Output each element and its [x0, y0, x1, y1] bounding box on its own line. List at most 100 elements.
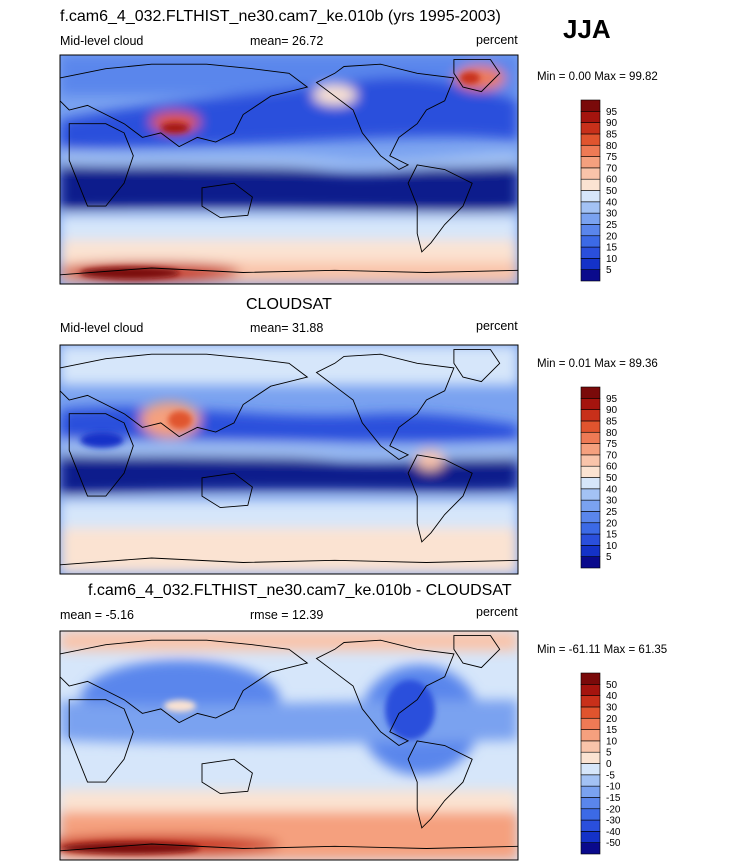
colorbar-tick-label: 20 [606, 231, 618, 242]
colorbar-tick-label: 10 [606, 541, 618, 552]
coastline [59, 63, 309, 148]
colorbar-tick-label: 50 [606, 680, 618, 691]
colorbar-tick-label: 80 [606, 428, 618, 439]
colorbar-tick-label: 95 [606, 107, 618, 118]
coastline [59, 557, 519, 566]
colorbar-swatch [580, 178, 601, 191]
colorbar-swatch [580, 488, 601, 501]
coastline [315, 353, 455, 461]
panel-2-units-label: percent [476, 319, 518, 333]
colorbar-tick-label: 75 [606, 152, 618, 163]
panel-1-mean-label: mean= 26.72 [250, 34, 324, 48]
colorbar-tick-label: 75 [606, 439, 618, 450]
coastline [201, 182, 253, 219]
colorbar-swatch [580, 465, 601, 478]
panel-2-coastlines [59, 349, 519, 566]
panel-1-coastlines [59, 59, 519, 276]
colorbar-tick-label: 50 [606, 473, 618, 484]
colorbar-tick-label: 15 [606, 725, 618, 736]
colorbar-swatch [580, 533, 601, 546]
colorbar-swatch [580, 224, 601, 237]
colorbar-tick-label: 30 [606, 496, 618, 507]
coastline [68, 699, 134, 783]
colorbar-tick-label: 15 [606, 243, 618, 254]
panel-2-map [60, 345, 518, 574]
colorbar-tick-label: 25 [606, 220, 618, 231]
colorbar-swatch [580, 246, 601, 259]
panel-3-coastlines [59, 635, 519, 852]
colorbar-swatch [580, 695, 601, 708]
colorbar-swatch [580, 740, 601, 753]
colorbar-tick-label: -15 [606, 793, 621, 804]
colorbar-tick-label: 70 [606, 163, 618, 174]
colorbar-swatch [580, 133, 601, 146]
season-label: JJA [563, 14, 611, 44]
colorbar-swatch [580, 797, 601, 810]
panel-3-frame [59, 630, 519, 861]
colorbar-tick-label: 30 [606, 702, 618, 713]
panel-3-units-label: percent [476, 605, 518, 619]
colorbar-swatch [580, 774, 601, 787]
colorbar-tick-label: 50 [606, 186, 618, 197]
colorbar-tick-label: 60 [606, 462, 618, 473]
panel-2-mean-label: mean= 31.88 [250, 321, 324, 335]
coastline [407, 164, 473, 253]
colorbar-tick-label: -40 [606, 827, 621, 838]
colorbar-tick-label: 90 [606, 405, 618, 416]
coastline [59, 353, 309, 438]
coastline [201, 472, 253, 509]
colorbar-swatch [580, 190, 601, 203]
panel-2-variable-label: Mid-level cloud [60, 321, 144, 335]
panel-1-minmax-label: Min = 0.00 Max = 99.82 [537, 71, 658, 83]
colorbar-tick-label: -10 [606, 782, 621, 793]
colorbar-swatch [580, 785, 601, 798]
panel-1-title: f.cam6_4_032.FLTHIST_ne30.cam7_ke.010b (… [60, 8, 501, 25]
panel-2-frame [59, 344, 519, 575]
colorbar-tick-label: 90 [606, 118, 618, 129]
colorbar-tick-label: 40 [606, 197, 618, 208]
panel-1-frame [59, 54, 519, 285]
colorbar-tick-label: 20 [606, 518, 618, 529]
colorbar-swatch [580, 156, 601, 169]
colorbar-swatch [580, 522, 601, 535]
colorbar-swatch [580, 235, 601, 248]
coastline [453, 59, 501, 93]
colorbar-swatch [580, 431, 601, 444]
colorbar-swatch [580, 717, 601, 730]
coastline [407, 454, 473, 543]
coastline [201, 758, 253, 795]
coastline [59, 639, 309, 724]
colorbar-tick-label: -30 [606, 816, 621, 827]
coastline [59, 267, 519, 276]
colorbar-tick-label: 60 [606, 175, 618, 186]
colorbar-swatch [580, 386, 601, 399]
colorbar-swatch [580, 454, 601, 467]
colorbar-swatch [580, 201, 601, 214]
coastline [315, 639, 455, 747]
panel-1-variable-label: Mid-level cloud [60, 34, 144, 48]
panel-1-map [60, 55, 518, 284]
coastline [453, 349, 501, 383]
panel-3-title: f.cam6_4_032.FLTHIST_ne30.cam7_ke.010b -… [88, 582, 512, 599]
colorbar-swatch [580, 122, 601, 135]
colorbar-tick-label: 85 [606, 129, 618, 140]
colorbar-tick-label: 80 [606, 141, 618, 152]
colorbar-swatch [580, 842, 601, 855]
panel-2-minmax-label: Min = 0.01 Max = 89.36 [537, 358, 658, 370]
colorbar-tick-label: 15 [606, 530, 618, 541]
panel-3-mean-label: mean = -5.16 [60, 608, 135, 622]
colorbar-tick-label: 5 [606, 748, 612, 759]
colorbar-tick-label: 5 [606, 552, 612, 563]
colorbar-swatch [580, 144, 601, 157]
coastline [315, 63, 455, 171]
colorbar-swatch [580, 556, 601, 569]
colorbar-tick-label: 40 [606, 484, 618, 495]
colorbar-swatch [580, 420, 601, 433]
colorbar-swatch [580, 212, 601, 225]
colorbar-tick-label: 10 [606, 254, 618, 265]
colorbar-swatch [580, 706, 601, 719]
colorbar-swatch [580, 409, 601, 422]
colorbar-tick-label: -5 [606, 770, 615, 781]
coastline [407, 740, 473, 829]
